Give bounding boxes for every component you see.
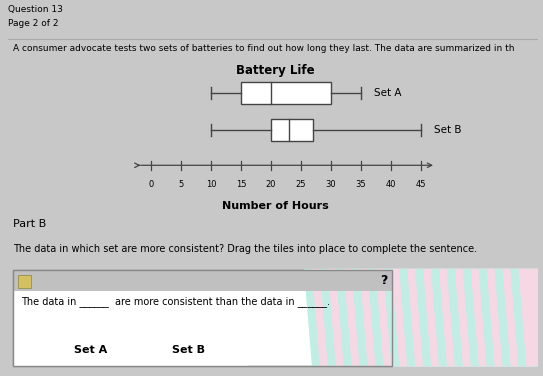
Polygon shape — [368, 270, 543, 365]
Polygon shape — [511, 270, 543, 365]
Text: Set B: Set B — [172, 346, 205, 355]
Polygon shape — [400, 270, 543, 365]
Polygon shape — [416, 270, 543, 365]
Bar — [14, 291, 248, 365]
Polygon shape — [337, 270, 526, 365]
Text: Set B: Set B — [434, 125, 462, 135]
Polygon shape — [384, 270, 543, 365]
Text: A consumer advocate tests two sets of batteries to find out how long they last. : A consumer advocate tests two sets of ba… — [14, 44, 515, 53]
Polygon shape — [487, 270, 543, 365]
Text: 30: 30 — [326, 180, 337, 190]
Bar — [14, 270, 392, 291]
Text: 10: 10 — [206, 180, 216, 190]
Text: 40: 40 — [386, 180, 396, 190]
Polygon shape — [305, 270, 494, 365]
Text: 35: 35 — [356, 180, 367, 190]
Text: 20: 20 — [266, 180, 276, 190]
Text: 5: 5 — [179, 180, 184, 190]
Bar — [14, 270, 392, 365]
Polygon shape — [519, 270, 543, 365]
Text: The data in ______  are more consistent than the data in ______.: The data in ______ are more consistent t… — [21, 297, 330, 308]
Polygon shape — [447, 270, 543, 365]
Text: Part B: Part B — [14, 219, 47, 229]
Polygon shape — [352, 270, 541, 365]
Bar — [241, 82, 331, 104]
Polygon shape — [479, 270, 543, 365]
Polygon shape — [360, 270, 543, 365]
Polygon shape — [313, 270, 502, 365]
Polygon shape — [344, 270, 533, 365]
Text: Page 2 of 2: Page 2 of 2 — [8, 18, 59, 27]
Polygon shape — [440, 270, 543, 365]
Polygon shape — [320, 270, 509, 365]
Text: The data in which set are more consistent? Drag the tiles into place to complete: The data in which set are more consisten… — [14, 244, 477, 254]
Text: 15: 15 — [236, 180, 247, 190]
Polygon shape — [329, 270, 517, 365]
Text: 25: 25 — [296, 180, 306, 190]
Polygon shape — [456, 270, 543, 365]
Text: Set A: Set A — [74, 346, 107, 355]
Text: ?: ? — [380, 274, 388, 287]
Text: 0: 0 — [148, 180, 154, 190]
Bar — [14, 270, 392, 365]
Text: Battery Life: Battery Life — [236, 64, 315, 77]
Polygon shape — [471, 270, 543, 365]
Text: 45: 45 — [416, 180, 426, 190]
Polygon shape — [392, 270, 543, 365]
Polygon shape — [376, 270, 543, 365]
Bar — [18, 275, 31, 288]
Polygon shape — [464, 270, 543, 365]
Text: Question 13: Question 13 — [8, 5, 63, 14]
Text: Set A: Set A — [374, 88, 402, 98]
Text: Number of Hours: Number of Hours — [222, 201, 329, 211]
Polygon shape — [432, 270, 543, 365]
Polygon shape — [495, 270, 543, 365]
Polygon shape — [503, 270, 543, 365]
Bar — [271, 119, 313, 141]
Polygon shape — [408, 270, 543, 365]
Polygon shape — [424, 270, 543, 365]
